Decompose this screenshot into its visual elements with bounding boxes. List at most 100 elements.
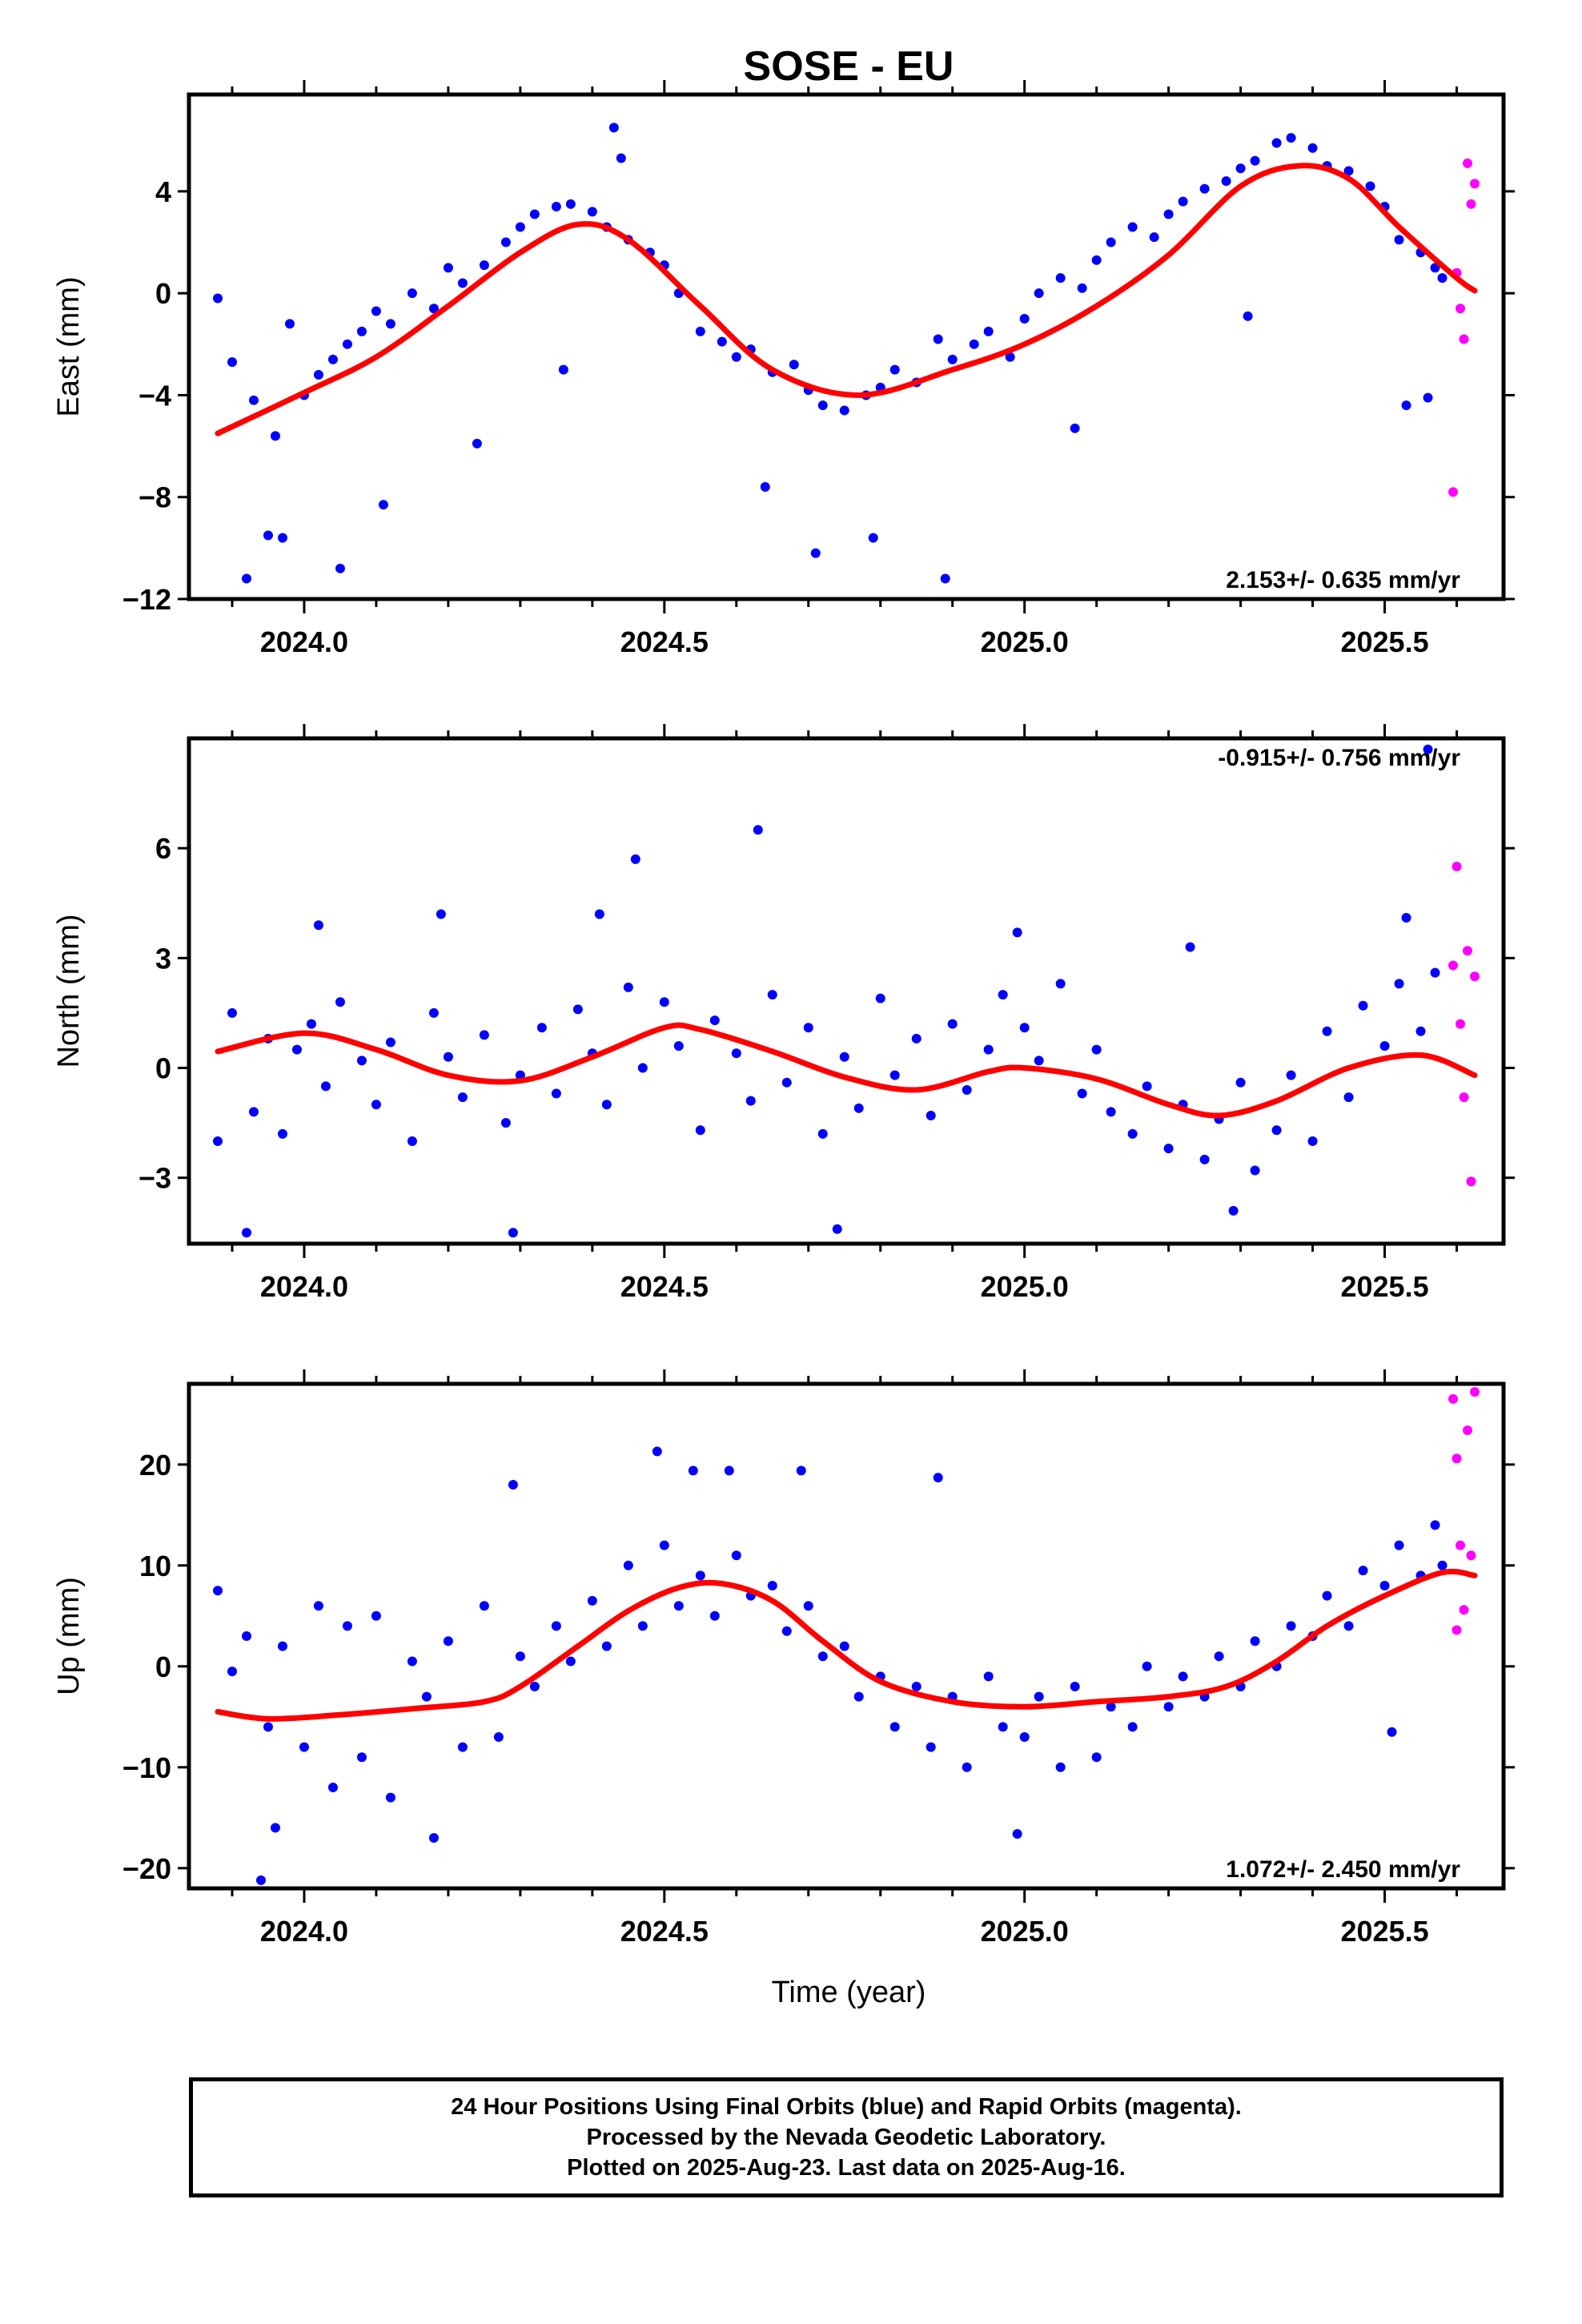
x-tick-label: 2024.5 [620, 1915, 709, 1948]
final-orbit-point [1127, 222, 1138, 232]
final-orbit-point [1286, 1621, 1296, 1631]
final-orbit-point [1149, 232, 1159, 243]
final-orbit-point [673, 1601, 684, 1611]
final-orbit-point [1005, 352, 1015, 362]
final-orbit-point [227, 357, 237, 368]
final-orbit-point [371, 1610, 381, 1621]
final-orbit-point [356, 1752, 367, 1763]
final-orbit-point [551, 1621, 561, 1631]
final-orbit-point [457, 278, 468, 288]
final-orbit-point [558, 364, 568, 375]
final-orbit-point [637, 1063, 648, 1073]
final-orbit-point [1034, 1691, 1044, 1702]
final-orbit-point [983, 326, 994, 336]
rapid-orbit-point [1452, 1625, 1462, 1635]
final-orbit-point [1127, 1722, 1138, 1732]
final-orbit-point [767, 990, 777, 1000]
final-orbit-point [659, 1540, 669, 1550]
y-tick-label: −4 [139, 379, 171, 412]
rapid-orbit-point [1452, 1454, 1462, 1464]
final-orbit-point [1365, 181, 1375, 191]
final-orbit-point [998, 1722, 1008, 1732]
final-orbit-point [1271, 1125, 1282, 1136]
final-orbit-point [594, 909, 604, 919]
final-orbit-point [810, 548, 821, 558]
final-orbit-point [327, 354, 338, 364]
final-orbit-point [601, 1100, 612, 1110]
final-orbit-point [385, 1792, 396, 1803]
rapid-orbit-point [1463, 946, 1473, 956]
y-tick-label: 3 [155, 942, 171, 975]
rapid-orbit-point [1456, 1540, 1466, 1550]
final-orbit-point [983, 1044, 994, 1055]
rapid-orbit-point [1463, 1425, 1473, 1435]
x-tick-label: 2025.5 [1340, 625, 1428, 658]
final-orbit-point [443, 1051, 453, 1062]
trend-fit-curve [215, 163, 1478, 436]
final-orbit-point [781, 1077, 792, 1088]
panel-data-east [212, 123, 1480, 584]
y-tick-label: −8 [139, 481, 171, 514]
final-orbit-point [436, 909, 446, 919]
final-orbit-point [299, 1742, 309, 1752]
x-tick-label: 2024.5 [620, 1270, 709, 1303]
final-orbit-point [263, 530, 273, 541]
final-orbit-point [1379, 1041, 1390, 1051]
final-orbit-point [889, 1070, 900, 1080]
final-orbit-point [1401, 913, 1411, 923]
final-orbit-point [1322, 1590, 1332, 1601]
final-orbit-point [1358, 1000, 1368, 1011]
x-axis-label: Time (year) [772, 1976, 926, 2009]
rapid-orbit-point [1456, 304, 1466, 314]
final-orbit-point [212, 1586, 223, 1596]
final-orbit-point [1437, 273, 1447, 283]
final-orbit-point [428, 304, 439, 314]
y-tick-label: −3 [139, 1162, 171, 1195]
final-orbit-point [839, 1641, 849, 1651]
final-orbit-point [248, 395, 259, 405]
final-orbit-point [385, 1037, 396, 1047]
final-orbit-point [508, 1480, 518, 1490]
x-tick-label: 2024.0 [260, 1270, 348, 1303]
final-orbit-point [962, 1084, 972, 1095]
final-orbit-point [1034, 1055, 1044, 1066]
final-orbit-point [969, 339, 979, 349]
final-orbit-point [227, 1667, 237, 1677]
final-orbit-point [998, 990, 1008, 1000]
final-orbit-point [342, 1621, 352, 1631]
final-orbit-point [717, 336, 727, 347]
panel-frame [187, 92, 1506, 601]
y-tick-label: 6 [155, 832, 171, 865]
final-orbit-point [803, 1023, 813, 1033]
final-orbit-point [428, 1007, 439, 1018]
final-orbit-point [760, 482, 770, 492]
final-orbit-point [1271, 138, 1282, 148]
final-orbit-point [1012, 927, 1022, 938]
final-orbit-point [731, 352, 741, 362]
velocity-rate-label: -0.915+/- 0.756 mm/yr [1218, 745, 1460, 771]
final-orbit-point [313, 1601, 323, 1611]
final-orbit-point [1228, 1205, 1239, 1216]
final-orbit-point [371, 1100, 381, 1110]
panel-up: 20 10 0 −10 −20 2024.0 2024.5 2025.0 2025.5 Up (m… [52, 1369, 1515, 1948]
y-tick-label: 0 [155, 1651, 171, 1683]
final-orbit-point [688, 1466, 698, 1476]
final-orbit-point [1221, 176, 1231, 187]
plot-panels: 4 0 −4 −8 −12 2024.0 2024.5 2025.0 2025.5 East (m… [52, 80, 1515, 1948]
final-orbit-point [940, 573, 950, 584]
velocity-rate-label: 2.153+/- 0.635 mm/yr [1226, 567, 1460, 593]
caption-line-dates: Plotted on 2025-Aug-23. Last data on 202… [567, 2155, 1126, 2181]
final-orbit-point [1379, 1581, 1390, 1590]
final-orbit-point [911, 1682, 921, 1691]
caption-line-processed: Processed by the Nevada Geodetic Laborat… [586, 2125, 1106, 2150]
final-orbit-point [1358, 1566, 1368, 1576]
final-orbit-point [1019, 1023, 1030, 1033]
final-orbit-point [241, 573, 251, 584]
final-orbit-point [270, 431, 280, 441]
final-orbit-point [623, 1560, 633, 1570]
caption-box: 24 Hour Positions Using Final Orbits (bl… [189, 2077, 1504, 2197]
rapid-orbit-point [1470, 1387, 1480, 1397]
y-tick-label: −10 [122, 1751, 171, 1784]
final-orbit-point [212, 293, 223, 304]
final-orbit-point [241, 1228, 251, 1238]
